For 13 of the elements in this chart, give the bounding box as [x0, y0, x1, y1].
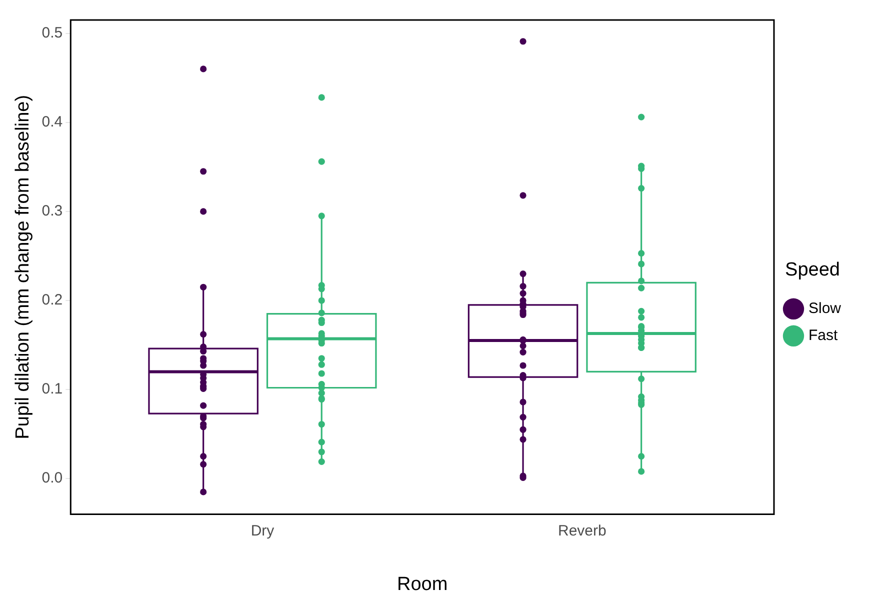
x-axis-title: Room	[396, 574, 448, 595]
y-tick-label: 0.0	[42, 470, 63, 487]
y-axis-title: Pupil dilation (mm change from baseline)	[12, 94, 34, 440]
x-tick-label: Reverb	[558, 522, 606, 540]
y-tick-label: 0.2	[42, 292, 63, 309]
y-tick-label: 0.5	[42, 24, 63, 42]
y-tick-label: 0.1	[42, 380, 63, 398]
x-tick-label: Dry	[250, 522, 275, 540]
y-tick-label: 0.4	[42, 114, 63, 131]
y-tick-label: 0.3	[42, 202, 63, 220]
legend-label: Slow	[808, 300, 842, 318]
legend-label: Fast	[808, 327, 838, 344]
legend-title: Speed	[785, 259, 840, 280]
